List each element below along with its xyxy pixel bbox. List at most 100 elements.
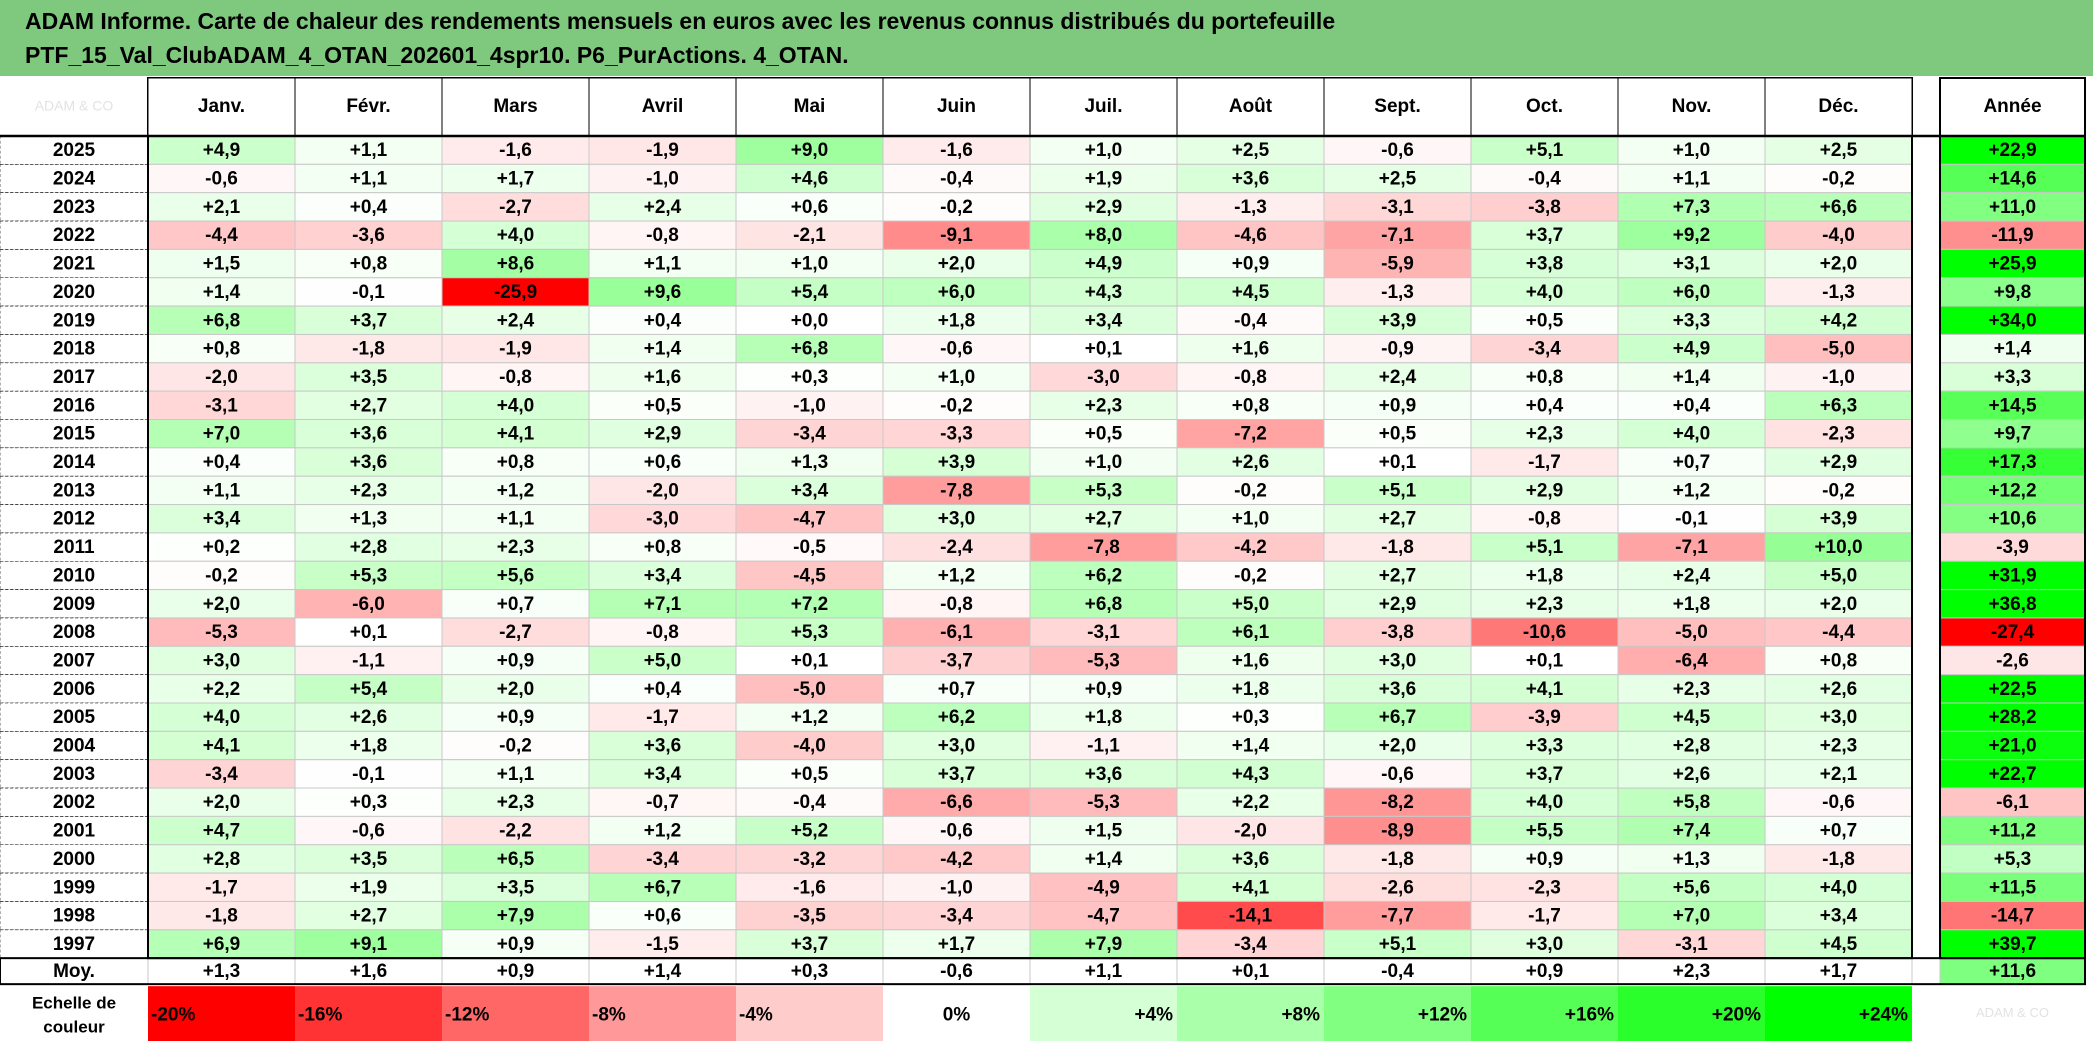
cell-value-2013-2: +2,3 [350, 480, 388, 501]
cell-value-2016-1: -3,1 [205, 395, 238, 416]
cell-value-2009-6: -0,8 [940, 594, 973, 615]
heat-cell [1323, 645, 1472, 676]
heat-cell [1764, 645, 1913, 676]
heat-cell [1176, 504, 1325, 534]
cell-value-2016-6: -0,2 [940, 395, 973, 416]
cell-value-2023-7: +2,9 [1085, 197, 1123, 218]
heat-cell [441, 447, 590, 477]
cell-value-2014-1: +0,4 [203, 452, 241, 473]
cell-value-2021-12: +2,0 [1820, 254, 1858, 275]
average-row-border [0, 957, 2086, 986]
cell-value-1998-7: -4,7 [1087, 906, 1120, 927]
heat-cell [882, 759, 1031, 789]
cell-value-2013-11: +1,2 [1673, 480, 1711, 501]
cell-value-2006-5: -5,0 [793, 679, 826, 700]
heat-cell [1764, 390, 1913, 420]
cell-value-2009-4: +7,1 [644, 594, 682, 615]
cell-value-2017-12: -1,0 [1822, 367, 1855, 388]
cell-value-2013-9: +5,1 [1379, 480, 1417, 501]
cell-value-1999-12: +4,0 [1820, 877, 1858, 898]
cell-value-2021-10: +3,8 [1526, 254, 1564, 275]
heat-cell [441, 844, 590, 874]
heat-cell [735, 674, 884, 704]
heat-cell [1323, 815, 1472, 846]
row-label-2022: 2022 [53, 225, 95, 246]
cell-value-2025-7: +1,0 [1085, 140, 1123, 161]
cell-value-2011-11: -7,1 [1675, 537, 1708, 558]
cell-value-2023-2: +0,4 [350, 197, 388, 218]
cell-value-2024-2: +1,1 [350, 169, 388, 190]
cell-value-2020-2: -0,1 [352, 282, 385, 303]
heat-cell [1617, 844, 1766, 874]
heat-cell [1029, 220, 1178, 250]
cell-value-2001-3: -2,2 [499, 821, 532, 842]
annual-value-2014: +17,3 [1988, 452, 2036, 473]
cell-value-2003-4: +3,4 [644, 764, 682, 785]
heat-cell [588, 589, 737, 619]
heat-cell [735, 532, 884, 562]
cell-value-2019-9: +3,9 [1379, 310, 1417, 331]
heat-cell [294, 419, 443, 449]
cell-value-2009-9: +2,9 [1379, 594, 1417, 615]
heat-cell [1617, 589, 1766, 619]
cell-value-2013-6: -7,8 [940, 480, 973, 501]
cell-value-2016-2: +2,7 [350, 395, 388, 416]
heat-cell [1176, 702, 1325, 732]
heat-cell [1029, 475, 1178, 506]
cell-value-2006-3: +2,0 [497, 679, 535, 700]
cell-value-2020-9: -1,3 [1381, 282, 1414, 303]
month-header-11: Nov. [1672, 96, 1712, 117]
heat-cell [735, 248, 884, 279]
cell-value-2025-12: +2,5 [1820, 140, 1858, 161]
cell-value-2009-12: +2,0 [1820, 594, 1858, 615]
cell-value-2025-5: +9,0 [791, 140, 829, 161]
annual-cell [1939, 192, 2086, 222]
heat-cell [588, 447, 737, 477]
cell-value-1997-10: +3,0 [1526, 934, 1564, 955]
heat-cell [1470, 163, 1619, 194]
cell-value-2013-12: -0,2 [1822, 480, 1855, 501]
annual-value-2019: +34,0 [1988, 310, 2036, 331]
heat-cell [1764, 192, 1913, 222]
cell-value-2019-3: +2,4 [497, 310, 535, 331]
heat-cell [735, 220, 884, 250]
heat-cell [147, 844, 296, 874]
heat-cell [1323, 333, 1472, 364]
cell-value-2025-6: -1,6 [940, 140, 973, 161]
cell-value-2022-6: -9,1 [940, 225, 973, 246]
heat-cell [1617, 957, 1766, 985]
annual-value-2025: +22,9 [1988, 140, 2036, 161]
cell-value-2000-11: +1,3 [1673, 849, 1711, 870]
row-label-cell [0, 192, 149, 222]
heat-cell [1323, 929, 1472, 959]
annual-cell [1939, 957, 2086, 985]
cell-value-2023-9: -3,1 [1381, 197, 1414, 218]
row-label-2000: 2000 [53, 849, 95, 870]
heat-cell [1764, 305, 1913, 335]
heat-cell [1617, 277, 1766, 307]
cell-value-2002-1: +2,0 [203, 792, 241, 813]
cell-value-2024-4: -1,0 [646, 169, 679, 190]
heat-cell [1764, 929, 1913, 959]
row-label-cell [0, 277, 149, 307]
heat-cell [441, 815, 590, 846]
cell-value-2007-11: -6,4 [1675, 650, 1708, 671]
cell-value-2024-12: -0,2 [1822, 169, 1855, 190]
row-label-2012: 2012 [53, 509, 95, 530]
cell-value-2020-12: -1,3 [1822, 282, 1855, 303]
cell-value-2016-9: +0,9 [1379, 395, 1417, 416]
heat-cell [882, 872, 1031, 902]
heat-cell [441, 135, 590, 165]
cell-value-2003-10: +3,7 [1526, 764, 1564, 785]
annual-value-1999: +11,5 [1989, 877, 2036, 898]
cell-value-2004-6: +3,0 [938, 736, 976, 757]
row-label-cell [0, 135, 149, 165]
cell-value-1998-2: +2,7 [350, 906, 388, 927]
cell-value-2000-3: +6,5 [497, 849, 535, 870]
heat-cell [1323, 702, 1472, 732]
cell-value-2009-11: +1,8 [1673, 594, 1711, 615]
cell-value-2012-4: -3,0 [646, 509, 679, 530]
cell-value-2018-3: -1,9 [499, 339, 532, 360]
cell-value-2022-8: -4,6 [1234, 225, 1267, 246]
cell-value-2004-4: +3,6 [644, 736, 682, 757]
